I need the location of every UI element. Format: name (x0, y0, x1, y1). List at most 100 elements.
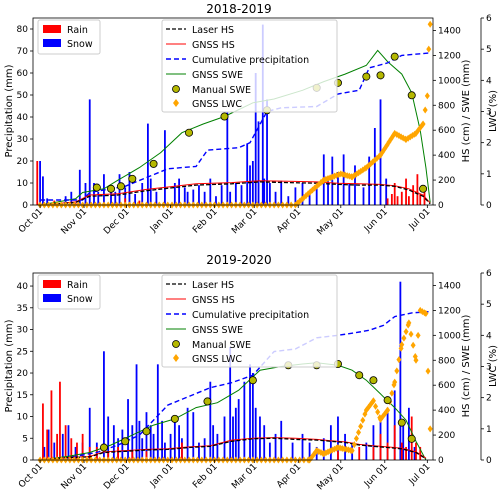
right-axis-b: 0 1 2 3 4 5 6 (480, 14, 492, 211)
snow-bar-30 (215, 196, 217, 205)
x-tick-label-9: Jul 01 (407, 207, 433, 233)
snow-bar-53 (327, 178, 329, 205)
snow-bar-18 (146, 123, 149, 205)
legend-cum-precip-label: Cumulative precipitation (192, 310, 309, 321)
snow-bar-48 (294, 187, 297, 205)
snow-bar-22 (173, 183, 176, 205)
snow-bar-26 (192, 189, 195, 205)
snow-bar-26 (173, 416, 176, 460)
snow-bar-34 (234, 183, 237, 205)
left-tick-label-4: 40 (17, 113, 29, 123)
manual-swe-point-2 (116, 182, 125, 191)
manual-swe-point-3 (128, 174, 137, 183)
snow-bar-37 (229, 346, 232, 460)
snow-bar-20 (149, 425, 152, 460)
gnss-lwc-marker-126 (423, 310, 429, 318)
x-tick-label-8: Jun 01 (362, 207, 390, 235)
rain-bar-20 (386, 442, 389, 460)
gnss-lwc-marker-107 (389, 389, 395, 397)
manual-swe-point-14 (419, 184, 428, 193)
manual-swe-point-9 (355, 371, 364, 380)
right-b-tick-label-1: 1 (486, 170, 492, 180)
right-a-tick-label-1: 200 (438, 176, 455, 186)
rain-bar-2 (50, 390, 53, 460)
rain-bar-7 (76, 442, 78, 460)
laser-hs-line (40, 437, 427, 461)
right-b-tick-label-6: 6 (486, 269, 492, 279)
rain-bar-3 (56, 433, 59, 460)
legend-snow-label: Snow (67, 39, 93, 50)
left-tick-label-0: 0 (22, 456, 28, 466)
right-a-tick-label-2: 400 (438, 406, 455, 416)
legend-snow-swatch (43, 294, 61, 302)
legend-gnss-lwc-swatch (173, 99, 179, 107)
gnss-lwc-marker-105 (385, 406, 391, 414)
legend-cum-precip-label: Cumulative precipitation (192, 55, 309, 66)
snow-bar-44 (268, 183, 271, 205)
y-axis-label-left: Precipitation (mm) (4, 319, 15, 412)
snow-bar-57 (348, 183, 351, 205)
snow-bar-15 (131, 425, 134, 460)
snow-bar-9 (103, 351, 105, 460)
gnss-lwc-marker-122 (415, 331, 421, 339)
gnss-lwc-marker-113 (399, 341, 405, 349)
rain-bar-23 (405, 446, 407, 460)
right-a-tick-label-3: 600 (438, 126, 455, 136)
snow-bar-29 (186, 407, 189, 460)
legend-gnss-swe-label: GNSS SWE (192, 70, 243, 81)
snow-bar-10 (107, 416, 110, 460)
snow-bar-6 (84, 183, 87, 205)
gnss-lwc-marker-124 (420, 120, 426, 128)
snow-bar-36 (223, 416, 226, 460)
snow-bar-54 (331, 156, 334, 205)
snow-bar-39 (254, 73, 257, 205)
left-tick-label-6: 30 (17, 326, 29, 336)
snow-bar-23 (178, 178, 180, 205)
legend-main: Laser HS GNSS HS Cumulative precipitatio… (161, 19, 338, 113)
right-a-tick-label-3: 600 (438, 381, 455, 391)
x-tick-label-8: Jun 01 (362, 462, 390, 490)
snow-bar-55 (329, 425, 332, 460)
x-tick-label-4: Feb 01 (191, 462, 219, 490)
snow-bar-8 (93, 183, 95, 205)
x-tick-label-7: May 01 (316, 207, 346, 237)
right-b-tick-label-2: 2 (486, 394, 492, 404)
x-tick-label-6: Apr 01 (275, 207, 303, 235)
manual-swe-point-11 (376, 71, 385, 80)
right-a-tick-label-6: 1200 (438, 51, 461, 61)
legend-gnss-hs-label: GNSS HS (192, 295, 235, 306)
snow-bar-15 (128, 172, 131, 205)
gnss-lwc-marker-127 (426, 45, 432, 53)
snow-bar-48 (274, 433, 277, 460)
x-tick-label-1: Nov 01 (60, 207, 90, 237)
gnss-lwc-marker-128 (427, 425, 433, 433)
snow-bar-38 (232, 416, 234, 460)
snow-bar-19 (149, 178, 152, 205)
gnss-lwc-marker-127 (425, 367, 431, 375)
rain-bar-13 (416, 174, 419, 205)
left-tick-label-5: 25 (17, 347, 28, 357)
rain-bar-12 (117, 446, 120, 460)
snow-bar-11 (112, 425, 115, 460)
snow-bar-33 (229, 191, 232, 205)
snow-bar-60 (372, 425, 375, 460)
snow-bar-25 (186, 191, 189, 205)
snow-bar-52 (308, 442, 311, 460)
snow-bar-39 (234, 407, 237, 460)
manual-swe-point-12 (397, 418, 406, 427)
snow-bar-51 (301, 433, 304, 460)
right-b-tick-label-2: 2 (486, 139, 492, 149)
snow-bar-30 (192, 412, 195, 460)
y-axis-label-right-b: LWC (%) (488, 90, 499, 132)
right-a-tick-label-6: 1200 (438, 306, 461, 316)
x-tick-label-1: Nov 01 (60, 462, 90, 492)
panel-title: 2018-2019 (206, 2, 271, 16)
snow-bar-17 (141, 183, 144, 205)
snow-bar-50 (308, 194, 311, 205)
snow-bar-3 (61, 433, 64, 460)
manual-swe-point-5 (248, 376, 257, 385)
right-b-tick-label-5: 5 (486, 300, 492, 310)
snow-bar-22 (156, 364, 159, 460)
gnss-lwc-marker-118 (408, 330, 414, 338)
